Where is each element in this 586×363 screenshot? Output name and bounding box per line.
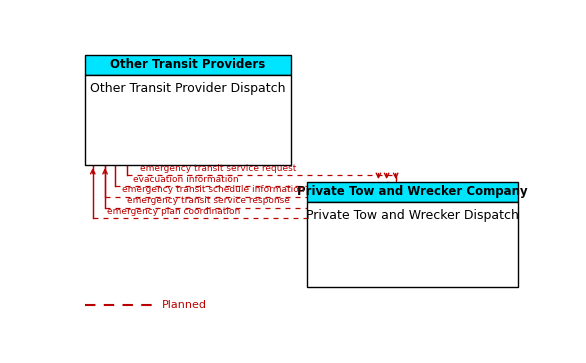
Text: Private Tow and Wrecker Dispatch: Private Tow and Wrecker Dispatch (306, 209, 519, 222)
Text: emergency transit service response: emergency transit service response (127, 196, 289, 205)
Text: emergency plan coordination: emergency plan coordination (107, 207, 241, 216)
Text: Planned: Planned (162, 300, 207, 310)
Bar (84, 55, 291, 75)
Text: emergency transit schedule information: emergency transit schedule information (122, 185, 305, 195)
Text: Other Transit Provider Dispatch: Other Transit Provider Dispatch (90, 82, 285, 95)
Text: emergency transit service request: emergency transit service request (141, 164, 297, 173)
Bar (307, 182, 519, 202)
Bar (307, 202, 519, 287)
Text: evacuation information: evacuation information (133, 175, 239, 184)
Bar (84, 75, 291, 165)
Text: Other Transit Providers: Other Transit Providers (110, 58, 265, 71)
Text: Private Tow and Wrecker Company: Private Tow and Wrecker Company (298, 185, 528, 199)
